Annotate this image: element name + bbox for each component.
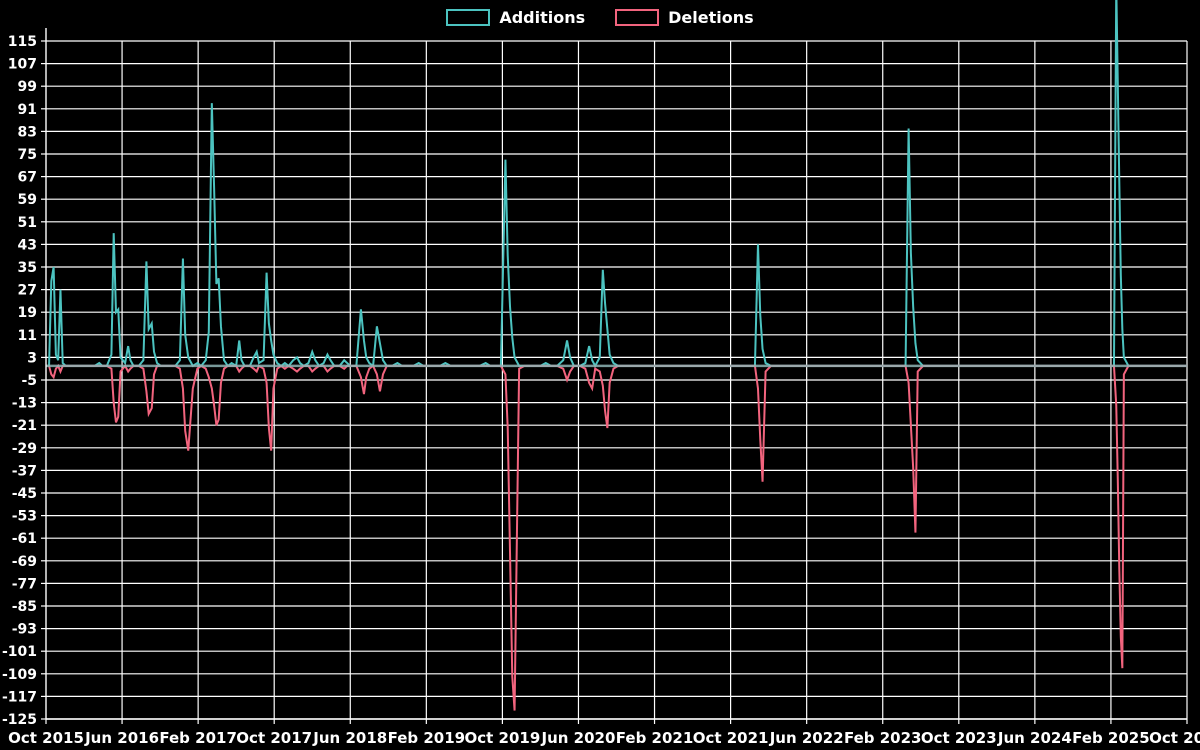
y-tick-label: -109	[2, 667, 37, 683]
y-tick-label: -13	[12, 396, 37, 412]
y-tick-label: -101	[2, 644, 37, 660]
y-tick-label: 67	[18, 170, 37, 186]
y-tick-label: 83	[18, 124, 37, 140]
y-tick-label: 75	[18, 147, 37, 163]
legend-swatch-additions	[446, 8, 491, 26]
x-tick-label: Feb 2019	[388, 729, 466, 747]
x-tick-label: Jun 2016	[84, 729, 159, 747]
y-tick-label: -85	[12, 599, 37, 615]
y-tick-label: 115	[8, 34, 37, 50]
y-tick-label: 11	[18, 328, 37, 344]
legend-label-additions: Additions	[499, 7, 586, 27]
y-tick-label: -93	[12, 622, 37, 638]
y-tick-label: 99	[18, 79, 37, 95]
x-tick-label: Jun 2022	[769, 729, 844, 747]
y-tick-label: -53	[12, 509, 37, 525]
y-tick-label: -37	[12, 463, 37, 479]
x-tick-label: Oct 2017	[236, 729, 312, 747]
chart-legend: Additions Deletions	[0, 0, 1200, 34]
x-tick-label: Oct 2015	[8, 729, 84, 747]
x-axis-ticks: Oct 2015 Jun 2016 Feb 2017 Oct 2017 Jun 2018…	[8, 719, 1200, 747]
y-tick-label: -77	[12, 576, 37, 592]
legend-swatch-deletions	[615, 8, 660, 26]
y-tick-label: -21	[12, 418, 37, 434]
x-tick-label: Oct 2023	[921, 729, 997, 747]
legend-item-deletions[interactable]: Deletions	[615, 8, 754, 27]
y-tick-label: 43	[18, 237, 37, 253]
x-tick-label: Feb 2021	[616, 729, 694, 747]
y-tick-label: -69	[12, 554, 37, 570]
legend-item-additions[interactable]: Additions	[446, 8, 585, 27]
y-tick-label: 3	[27, 350, 37, 366]
y-tick-label: 27	[18, 283, 37, 299]
x-tick-label: Oct 2021	[693, 729, 769, 747]
y-axis-ticks: 115 107 99 91 83 75 67 59 51 43 35 27 19 11 3 -5 -13 -21 -…	[2, 34, 46, 728]
y-tick-label: 19	[18, 305, 37, 321]
y-tick-label: -45	[12, 486, 37, 502]
y-tick-label: 107	[8, 57, 37, 73]
y-tick-label: 91	[18, 102, 37, 118]
y-tick-label: -5	[21, 373, 37, 389]
x-tick-label: Oct 2019	[465, 729, 541, 747]
x-tick-label: Feb 2025	[1072, 729, 1150, 747]
y-tick-label: -29	[12, 441, 37, 457]
x-tick-label: Feb 2023	[844, 729, 922, 747]
x-tick-label: Jun 2020	[541, 729, 616, 747]
y-tick-label: -125	[2, 712, 37, 728]
grid-layer	[46, 40, 1188, 720]
legend-label-deletions: Deletions	[668, 7, 754, 27]
y-tick-label: 35	[18, 260, 37, 276]
x-tick-label: Feb 2017	[159, 729, 237, 747]
y-tick-label: 59	[18, 192, 37, 208]
x-tick-label: Jun 2024	[997, 729, 1072, 747]
y-tick-label: -61	[12, 531, 37, 547]
y-tick-label: 51	[18, 215, 37, 231]
plot-frame	[45, 28, 1187, 720]
x-tick-label: Jun 2018	[312, 729, 387, 747]
x-tick-label: Oct 2025	[1149, 729, 1200, 747]
y-tick-label: -117	[2, 689, 37, 705]
series-layer	[48, 0, 1187, 711]
series-line-additions	[48, 0, 1187, 368]
